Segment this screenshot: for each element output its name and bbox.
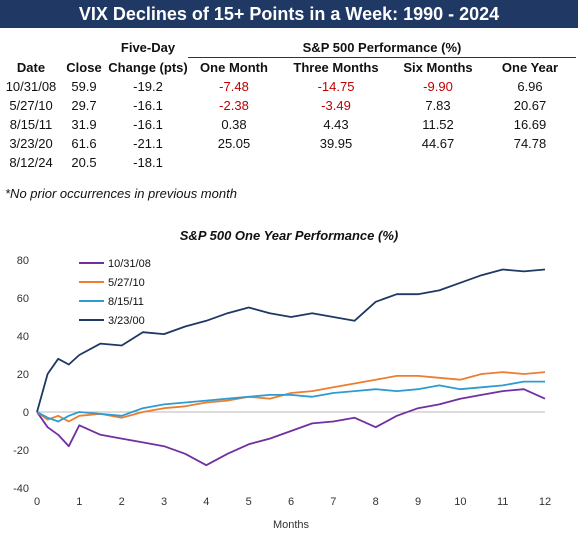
- table-cell-m6: 11.52: [422, 117, 454, 132]
- five-day-header: Five-Day: [120, 40, 176, 56]
- series-line-3: [36, 268, 546, 413]
- table-row: 5/27/10 29.7 -16.1 -2.38 -3.49 7.83 20.67: [2, 96, 576, 115]
- column-header: Close: [66, 59, 102, 75]
- table-cell-close: 31.9: [71, 117, 97, 132]
- table-cell-m3: 4.43: [323, 117, 349, 132]
- column-header: Date: [16, 59, 46, 75]
- y-tick-label: 20: [17, 369, 29, 381]
- table-cell-date: 10/31/08: [5, 79, 57, 94]
- table-cell-m6: 7.83: [425, 98, 451, 113]
- table-row: 10/31/08 59.9 -19.2 -7.48 -14.75 -9.90 6.96: [2, 77, 576, 96]
- column-header: One Year: [501, 60, 559, 75]
- table-row: 3/23/20 61.6 -21.1 25.05 39.95 44.67 74.78: [2, 134, 576, 153]
- chart-title: S&P 500 One Year Performance (%): [179, 228, 399, 243]
- column-header: Three Months: [293, 60, 379, 75]
- table-cell-m1: -7.48: [219, 79, 249, 94]
- table-cell-m6: 44.67: [421, 136, 455, 151]
- x-tick-label: 4: [203, 496, 209, 508]
- table-cell-date: 8/12/24: [9, 155, 53, 170]
- y-tick-label: -40: [13, 483, 29, 495]
- x-tick-label: 11: [497, 496, 508, 508]
- table-cell-m1: -2.38: [219, 98, 249, 113]
- table-cell-close: 29.7: [71, 98, 97, 113]
- table-cell-y1: 20.67: [513, 98, 547, 113]
- table-cell-close: 61.6: [71, 136, 97, 151]
- column-header: Change (pts): [108, 59, 188, 75]
- series-line-1: [36, 371, 546, 423]
- x-tick-label: 0: [34, 496, 40, 508]
- table-cell-change: -16.1: [133, 98, 163, 113]
- x-tick-label: 5: [246, 496, 252, 508]
- footnote: *No prior occurrences in previous month: [5, 186, 237, 201]
- table-cell-y1: 74.78: [513, 136, 547, 151]
- x-tick-label: 12: [539, 496, 551, 508]
- table-cell-y1: 6.96: [517, 79, 543, 94]
- table-cell-y1: [484, 153, 576, 172]
- table-cell-m6: [392, 153, 484, 172]
- table-cell-change: -18.1: [133, 155, 163, 170]
- series-line-0: [36, 388, 546, 467]
- x-tick-label: 6: [288, 496, 294, 508]
- table-cell-change: -19.2: [133, 79, 163, 94]
- legend-label-3: 3/23/00: [108, 315, 145, 327]
- column-header: Six Months: [403, 60, 473, 75]
- y-tick-label: -20: [13, 445, 29, 457]
- y-tick-label: 80: [17, 255, 29, 267]
- table-row: 8/15/11 31.9 -16.1 0.38 4.43 11.52 16.69: [2, 115, 576, 134]
- table-cell-m3: 39.95: [319, 136, 353, 151]
- table-cell-m6: -9.90: [423, 79, 453, 94]
- empty-header: [2, 38, 60, 58]
- vix-table: Five-Day S&P 500 Performance (%) Date Cl…: [2, 38, 576, 172]
- series-line-2: [36, 380, 545, 423]
- column-header: One Month: [200, 60, 268, 75]
- table-cell-date: 5/27/10: [9, 98, 53, 113]
- table-row: 8/12/24 20.5 -18.1: [2, 153, 576, 172]
- legend-label-1: 5/27/10: [108, 277, 145, 289]
- table-header-row: Date Close Change (pts) One Month Three …: [2, 58, 576, 78]
- y-tick-label: 0: [23, 407, 29, 419]
- sp500-performance-header: S&P 500 Performance (%): [188, 38, 576, 58]
- x-axis-label: Months: [273, 519, 310, 531]
- x-tick-label: 7: [330, 496, 336, 508]
- table-cell-close: 20.5: [71, 155, 97, 170]
- legend-label-0: 10/31/08: [108, 258, 151, 270]
- legend-label-2: 8/15/11: [108, 296, 144, 308]
- table-cell-y1: 16.69: [513, 117, 547, 132]
- table-cell-m3: -3.49: [321, 98, 351, 113]
- table-cell-m3: [280, 153, 392, 172]
- table-cell-change: -21.1: [133, 136, 163, 151]
- table-cell-close: 59.9: [71, 79, 97, 94]
- x-tick-label: 3: [161, 496, 167, 508]
- table-cell-date: 3/23/20: [9, 136, 53, 151]
- x-tick-label: 10: [454, 496, 466, 508]
- table-cell-m1: 0.38: [221, 117, 247, 132]
- empty-header: [60, 38, 108, 58]
- table-cell-m1: 25.05: [217, 136, 251, 151]
- table-cell-date: 8/15/11: [9, 117, 53, 132]
- x-tick-label: 8: [373, 496, 379, 508]
- y-tick-label: 60: [17, 293, 29, 305]
- x-tick-label: 9: [415, 496, 421, 508]
- table-cell-m1: [188, 153, 280, 172]
- table-cell-change: -16.1: [133, 117, 163, 132]
- x-tick-label: 1: [76, 496, 82, 508]
- page-title: VIX Declines of 15+ Points in a Week: 19…: [0, 0, 578, 28]
- x-tick-label: 2: [119, 496, 125, 508]
- y-tick-label: 40: [17, 331, 29, 343]
- table-cell-m3: -14.75: [317, 79, 355, 94]
